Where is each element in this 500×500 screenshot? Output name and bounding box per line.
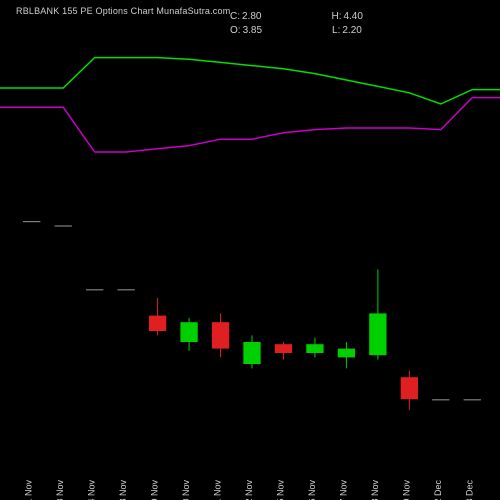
x-tick-label: 11 Nov [24, 480, 34, 500]
x-tick-label: 28 Nov [370, 480, 380, 500]
candle-body [338, 349, 355, 358]
x-tick-label: 20 Nov [181, 480, 191, 500]
x-tick-label: 19 Nov [150, 480, 160, 500]
x-tick-label: 25 Nov [275, 480, 285, 500]
x-axis-labels: 11 Nov 13 Nov 14 Nov 18 Nov 19 Nov 20 Nov 21 N… [24, 480, 475, 500]
x-tick-label: 26 Nov [307, 480, 317, 500]
candle-body [306, 344, 323, 353]
candle-body [212, 322, 229, 348]
candle-body [401, 377, 418, 399]
candle-body [464, 399, 481, 400]
candle-body [149, 316, 166, 331]
x-tick-label: 29 Nov [401, 480, 411, 500]
chart-canvas: 11 Nov 13 Nov 14 Nov 18 Nov 19 Nov 20 Nov 21 N… [0, 0, 500, 500]
upper-band-line [0, 58, 500, 104]
x-tick-label: 22 Nov [244, 480, 254, 500]
lower-band-line [0, 98, 500, 152]
candlesticks [23, 221, 481, 410]
x-tick-label: 27 Nov [338, 480, 348, 500]
x-tick-label: 03 Dec [464, 480, 474, 500]
x-tick-label: 14 Nov [87, 480, 97, 500]
candle-body [55, 225, 72, 226]
band-lines [0, 58, 500, 152]
x-tick-label: 18 Nov [118, 480, 128, 500]
candle-body [432, 399, 449, 400]
candle-body [369, 313, 386, 355]
x-tick-label: 02 Dec [433, 480, 443, 500]
candle-body [86, 289, 103, 290]
candle-body [180, 322, 197, 342]
candle-body [117, 289, 134, 290]
x-tick-label: 13 Nov [55, 480, 65, 500]
candle-body [243, 342, 260, 364]
candle-body [23, 221, 40, 222]
candle-body [275, 344, 292, 353]
x-tick-label: 21 Nov [213, 480, 223, 500]
